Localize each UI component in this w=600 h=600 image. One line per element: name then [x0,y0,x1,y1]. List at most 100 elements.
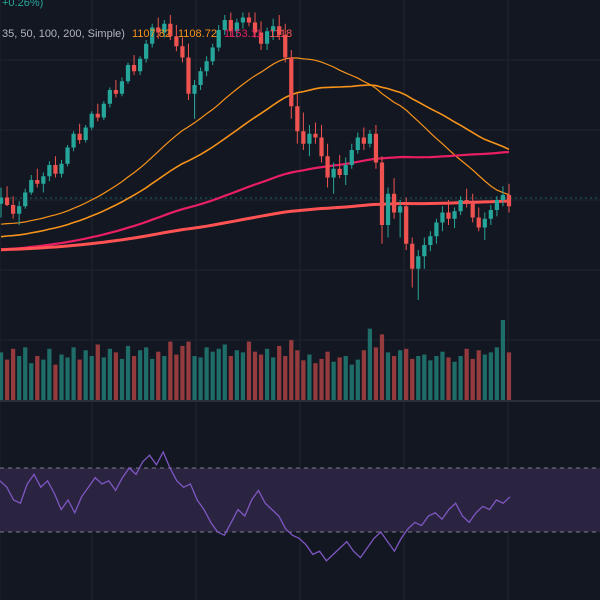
candle-body [240,17,246,23]
candle-body [168,23,173,37]
rsi-line [0,450,511,562]
volume-bar [373,347,379,400]
candle-body [119,81,125,94]
candle-body [488,210,493,219]
volume-bar [17,356,22,400]
volume-bar [150,358,155,400]
candle-body [391,193,397,213]
candle-body [137,58,143,72]
volume-bar [180,345,185,400]
volume-bar [470,358,475,400]
candle-body [77,133,82,140]
volume-bar [198,357,203,400]
candle-body [325,156,330,178]
volume-bar [379,334,385,400]
candle-body [174,36,179,47]
volume-bar [77,359,82,400]
volume-bar [11,348,16,400]
volume-bar [434,356,439,400]
rsi-pane [0,450,600,562]
volume-bar [125,345,131,400]
candle-body [264,31,270,44]
volume-bar [186,341,191,400]
volume-bar [295,350,300,400]
volume-bar [174,354,179,400]
candle-body [65,147,70,164]
candle-body [361,137,366,144]
volume-bar [277,345,282,400]
volume-bar [240,352,246,400]
volume-bar [264,348,270,400]
candle-body [500,195,506,200]
volume-bar [506,352,512,400]
volume-bar [162,356,167,400]
volume-bar [440,351,445,400]
candle-body [428,236,433,245]
candle-body [410,243,415,269]
candle-body [355,137,360,150]
volume-bar [452,361,457,400]
volume-bar [222,344,227,400]
volume-bar [331,361,336,400]
candle-body [41,176,46,184]
candle-body [198,71,203,85]
volume-bar [325,351,330,400]
candle-body [416,256,421,269]
candle-body [373,133,379,163]
volume-bar [0,352,4,400]
candle-body [283,35,288,58]
volume-bar [289,340,294,400]
volume-bar [476,350,481,400]
volume-bar [35,356,40,400]
candle-body [434,222,439,237]
volume-bar [168,341,173,400]
volume-bar [252,351,258,400]
volume-bar [319,358,324,400]
volume-bar [422,354,427,400]
candle-body [246,17,252,23]
volume-bar [4,359,10,400]
candle-body [17,206,22,214]
volume-bar [385,352,391,400]
candle-body [156,27,161,33]
volume-bar [119,358,125,400]
candle-body [440,212,445,223]
candle-body [125,65,131,82]
ma50-value: 1108.72 [178,28,217,40]
candle-body [307,133,312,144]
candle-body [11,205,16,214]
volume-bar [137,350,143,400]
volume-bar [234,350,239,400]
candle-body [234,22,239,32]
candle-body [192,85,197,94]
rsi-band [0,468,600,532]
candle-body [452,211,457,219]
volume-bars [0,320,512,400]
volume-bar [101,357,106,400]
candle-body [422,245,427,257]
volume-bar [65,357,70,400]
volume-bar [156,351,161,400]
volume-bar [337,357,342,400]
volume-bar [446,357,451,400]
volume-bar [355,359,360,400]
ma35-value: 1107.82 [131,28,171,40]
candle-body [47,165,52,177]
candle-body [95,113,100,118]
candle-body [252,22,258,33]
candle-body [162,23,167,33]
volume-bar [192,356,197,400]
volume-bar [349,364,354,400]
candle-body [295,106,300,132]
volume-bar [398,350,403,400]
candle-body [289,57,294,107]
volume-bar [307,354,312,400]
volume-bar [404,348,409,400]
volume-bar [131,356,137,400]
volume-bar [71,347,76,400]
moving-averages [0,57,510,252]
ma-legend[interactable]: 35, 50, 100, 200, Simple) 1107.82 1108.7… [2,28,296,40]
candle-body [35,180,40,184]
